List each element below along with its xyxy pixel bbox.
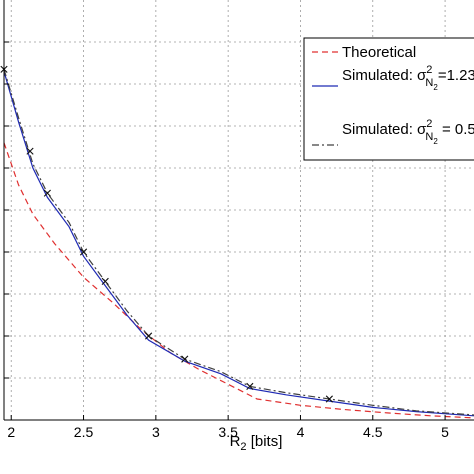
x-tick-label-1: 2.5 [74,424,94,440]
x-tick-label-3: 3.5 [218,424,238,440]
series-2-marker-4 [101,277,109,285]
series-line-2 [3,69,474,416]
x-axis-label: R2 [bits] [230,433,283,453]
series-2-marker-3 [79,248,88,256]
series-2-marker-1 [26,147,34,155]
series-2-marker-5 [145,332,153,340]
series-2-marker-7 [246,382,254,390]
ticks: 2 2.5 3 3.5 4 4.5 5 [4,41,449,440]
x-tick-label-5: 4.5 [363,424,383,440]
legend: Theoretical Simulated: σ2 N2=1.23 Simulat… [303,37,474,161]
series-2-marker-8 [325,395,333,403]
series-line-0 [3,142,474,419]
series-line-1 [3,71,474,417]
series-layer [0,65,474,419]
x-tick-label-2: 3 [152,424,160,440]
x-tick-label-0: 2 [7,424,15,440]
legend-label-simulated-b: Simulated: σ2 N2 = 0.5 [342,118,474,146]
series-2-marker-2 [43,189,51,197]
series-2-marker-6 [181,355,189,363]
x-tick-label-4: 4 [297,424,305,440]
x-tick-label-6: 5 [441,424,449,440]
legend-label-theoretical: Theoretical [342,44,416,61]
legend-box [303,37,474,161]
legend-label-simulated-a: Simulated: σ2 N2=1.23 [342,64,474,92]
grid [4,0,474,420]
